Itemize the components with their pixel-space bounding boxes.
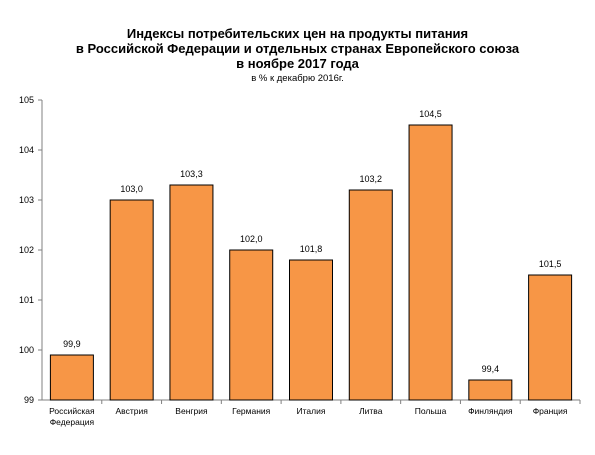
category-label: Литва	[359, 406, 383, 416]
y-tick-label: 103	[19, 195, 34, 205]
bar-value-label: 103,0	[120, 184, 143, 194]
category-label: Франция	[533, 406, 568, 416]
y-tick-label: 102	[19, 245, 34, 255]
category-label: Польша	[415, 406, 447, 416]
chart-title-line-3: в ноябре 2017 года	[236, 56, 359, 71]
y-tick-label: 105	[19, 95, 34, 105]
y-tick-label: 101	[19, 295, 34, 305]
bar	[109, 199, 154, 401]
bar-value-label: 103,3	[180, 169, 203, 179]
bar	[169, 184, 214, 401]
bar-value-label: 101,8	[300, 244, 323, 254]
y-tick-label: 99	[24, 395, 34, 405]
bar-value-label: 99,4	[482, 364, 500, 374]
bar	[468, 379, 513, 401]
category-label: Венгрия	[175, 406, 208, 416]
bar	[229, 249, 274, 401]
bar	[348, 189, 393, 401]
y-tick-label: 100	[19, 345, 34, 355]
bar	[408, 124, 453, 401]
category-label: Финляндия	[468, 406, 513, 416]
bar-value-label: 103,2	[360, 174, 383, 184]
bar-value-label: 101,5	[539, 259, 562, 269]
bar-value-label: 102,0	[240, 234, 263, 244]
category-label: Австрия	[116, 406, 149, 416]
y-tick-label: 104	[19, 145, 34, 155]
category-label: Италия	[297, 406, 326, 416]
chart-subtitle: в % к декабрю 2016г.	[251, 73, 344, 84]
bar-value-label: 104,5	[419, 109, 442, 119]
bar	[528, 274, 573, 401]
chart-titles: Индексы потребительских цен на продукты …	[0, 26, 595, 85]
bar-value-label: 99,9	[63, 339, 81, 349]
chart-title-line-1: Индексы потребительских цен на продукты …	[126, 26, 469, 41]
category-label: Германия	[232, 406, 271, 416]
category-label: Федерация	[50, 417, 95, 427]
bar	[289, 259, 333, 401]
category-label: Российская	[49, 406, 95, 416]
bar	[49, 354, 94, 401]
chart-title-line-2: в Российской Федерации и отдельных стран…	[75, 41, 520, 56]
